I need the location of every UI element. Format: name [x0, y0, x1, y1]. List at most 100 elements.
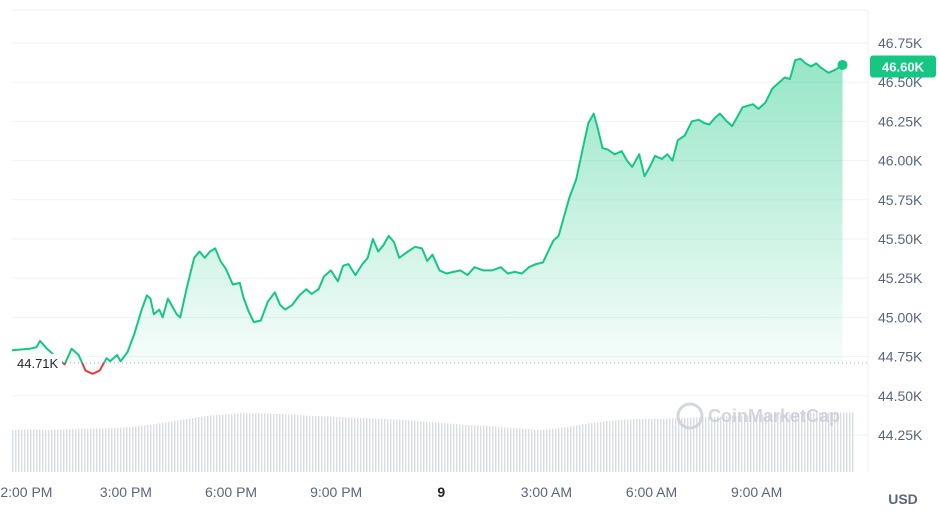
volume-bar	[504, 427, 506, 472]
volume-bar	[549, 429, 551, 472]
volume-bar	[345, 417, 347, 472]
volume-bar	[333, 416, 335, 472]
volume-bar	[318, 416, 320, 472]
volume-bar	[648, 418, 650, 472]
price-area-fill	[12, 58, 843, 374]
volume-bar	[294, 414, 296, 472]
volume-bar	[114, 428, 116, 472]
volume-bar	[261, 413, 263, 472]
volume-bar	[309, 415, 311, 472]
volume-bar	[447, 423, 449, 472]
volume-bar	[627, 419, 629, 472]
volume-bar	[828, 412, 830, 472]
volume-bar	[360, 418, 362, 472]
volume-bar	[816, 412, 818, 472]
x-tick-label: 12:00 PM	[0, 484, 52, 500]
volume-bar	[378, 418, 380, 472]
volume-bar	[657, 418, 659, 472]
volume-bar	[348, 417, 350, 472]
volume-bar	[81, 428, 83, 472]
volume-bar	[651, 418, 653, 472]
volume-bar	[27, 429, 29, 472]
volume-bar	[75, 428, 77, 472]
volume-bar	[39, 429, 41, 472]
volume-bar	[618, 420, 620, 472]
y-tick-label: 45.75K	[878, 192, 923, 208]
volume-bar	[240, 413, 242, 472]
volume-bar	[285, 414, 287, 472]
volume-bar	[117, 427, 119, 472]
volume-bar	[450, 423, 452, 472]
volume-bar	[744, 415, 746, 472]
volume-bar	[432, 422, 434, 472]
volume-bar	[753, 415, 755, 472]
x-tick-label: 6:00 PM	[205, 484, 257, 500]
volume-bar	[135, 426, 137, 472]
x-tick-label: 3:00 PM	[100, 484, 152, 500]
volume-bar	[474, 425, 476, 472]
volume-bar	[531, 429, 533, 472]
y-axis: 46.75K 46.50K 46.25K 46.00K 45.75K 45.50K 45.2…	[878, 35, 923, 443]
volume-bar	[774, 414, 776, 472]
volume-bar	[276, 413, 278, 472]
volume-bar	[762, 414, 764, 472]
volume-bar	[681, 417, 683, 472]
volume-bar	[57, 429, 59, 472]
volume-bar	[156, 423, 158, 472]
volume-bar	[177, 420, 179, 472]
volume-bar	[843, 412, 845, 472]
volume-bar	[717, 416, 719, 472]
volume-bar	[426, 421, 428, 472]
volume-bar	[24, 429, 26, 472]
volume-bar	[453, 423, 455, 472]
y-tick-label: 45.25K	[878, 270, 923, 286]
volume-bar	[813, 412, 815, 472]
volume-bar	[792, 413, 794, 472]
volume-bar	[501, 427, 503, 472]
volume-bar	[603, 421, 605, 472]
volume-bar	[810, 412, 812, 472]
volume-bar	[576, 425, 578, 472]
volume-bar	[339, 417, 341, 472]
volume-bar	[237, 413, 239, 472]
x-tick-label: 6:00 AM	[626, 484, 677, 500]
volume-bar	[102, 428, 104, 472]
y-tick-label: 44.75K	[878, 349, 923, 365]
volume-bar	[48, 429, 50, 472]
volume-bar	[801, 413, 803, 472]
volume-bar	[645, 418, 647, 472]
baseline-label: 44.71K	[12, 353, 62, 372]
volume-bar	[438, 422, 440, 472]
volume-bar	[759, 414, 761, 472]
volume-bar	[585, 423, 587, 472]
volume-bar	[270, 413, 272, 472]
volume-bar	[258, 413, 260, 472]
volume-bar	[144, 425, 146, 472]
volume-bar	[15, 429, 17, 472]
y-tick-label: 44.25K	[878, 427, 923, 443]
volume-bar	[489, 426, 491, 472]
volume-bar	[633, 419, 635, 472]
volume-bar	[507, 427, 509, 472]
volume-bar	[36, 429, 38, 472]
volume-bar	[162, 422, 164, 472]
volume-bar	[540, 429, 542, 472]
volume-bar	[222, 414, 224, 472]
volume-bar	[783, 413, 785, 472]
volume-bar	[669, 418, 671, 472]
volume-bar	[249, 413, 251, 472]
volume-bar	[639, 418, 641, 472]
volume-bar	[777, 414, 779, 472]
volume-bar	[525, 428, 527, 472]
volume-bar	[786, 413, 788, 472]
volume-bar	[300, 415, 302, 472]
volume-bar	[690, 417, 692, 472]
volume-bar	[396, 419, 398, 472]
volume-bar	[609, 420, 611, 472]
volume-bar	[255, 413, 257, 472]
volume-bar	[795, 413, 797, 472]
volume-bar	[264, 413, 266, 472]
volume-bar	[588, 423, 590, 472]
volume-bar	[732, 415, 734, 472]
